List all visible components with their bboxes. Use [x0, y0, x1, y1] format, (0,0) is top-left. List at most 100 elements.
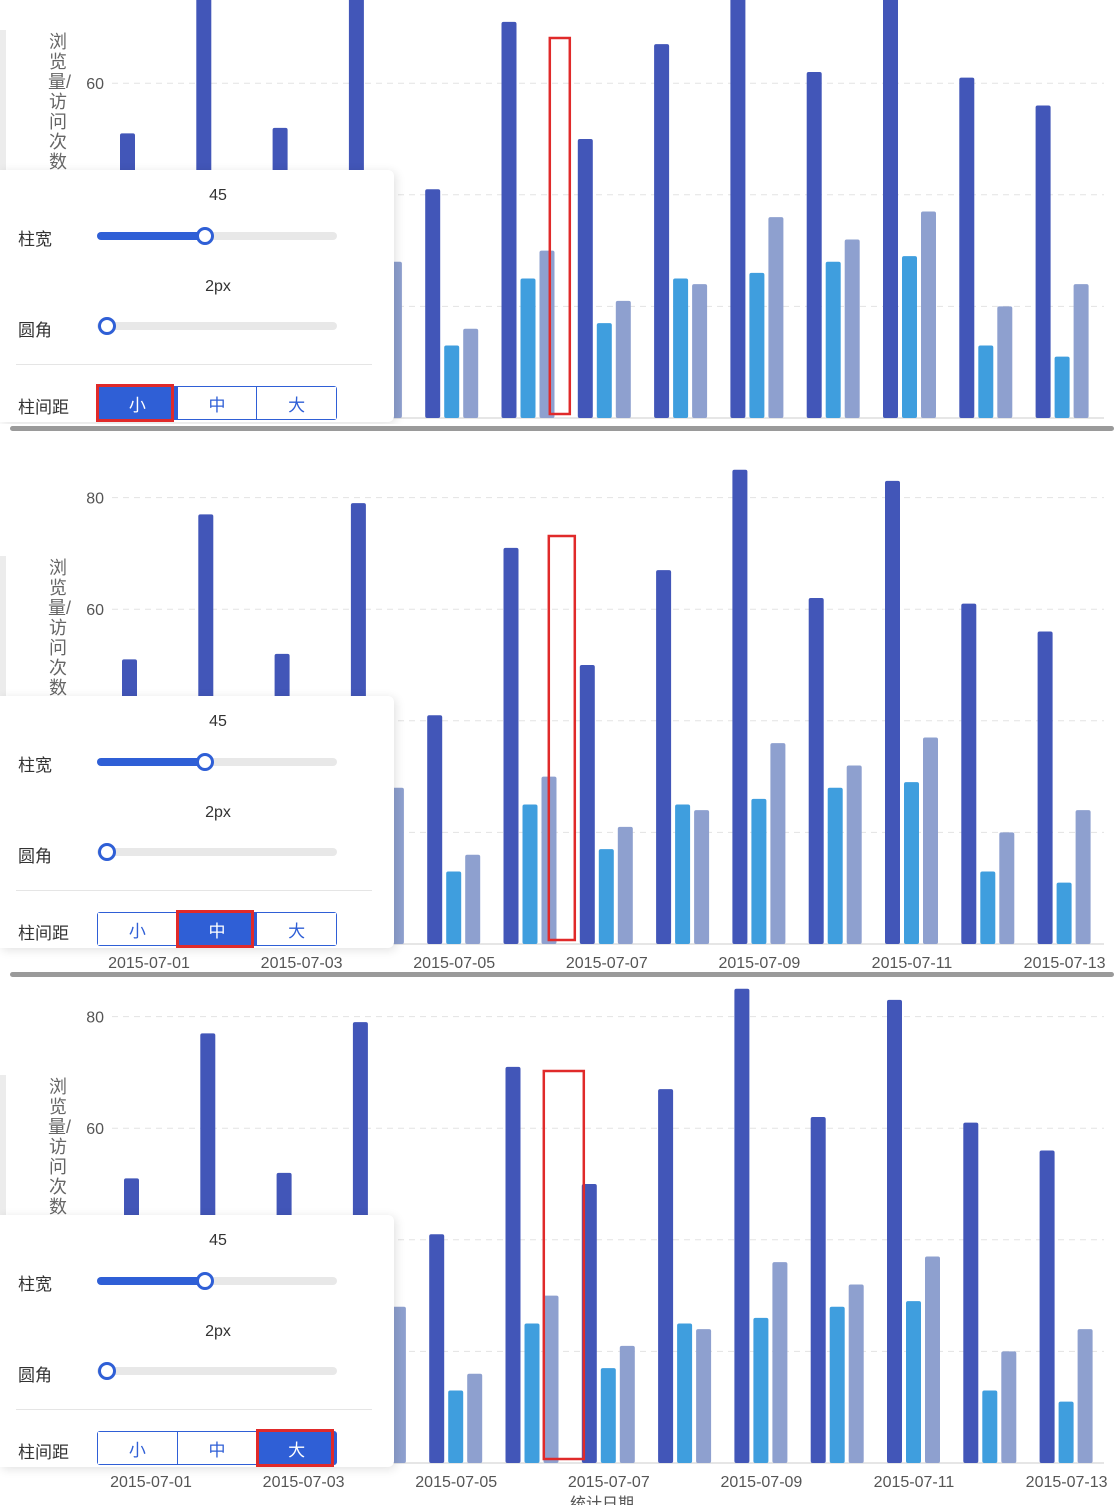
bar-series-3-2015-07-08[interactable]: [692, 284, 708, 418]
bar-series-2-2015-07-12[interactable]: [982, 1390, 998, 1463]
gap-option-medium[interactable]: 中: [177, 913, 258, 945]
bar-series-3-2015-07-06[interactable]: [543, 1295, 559, 1463]
bar-series-2-2015-07-11[interactable]: [906, 1301, 921, 1463]
bar-width-slider-handle[interactable]: [196, 753, 214, 771]
bar-series-1-2015-07-11[interactable]: [883, 0, 898, 418]
bar-series-3-2015-07-11[interactable]: [923, 737, 938, 944]
bar-series-1-2015-07-06[interactable]: [505, 1066, 521, 1463]
bar-series-2-2015-07-12[interactable]: [980, 871, 996, 944]
bar-series-1-2015-07-06[interactable]: [501, 21, 517, 418]
bar-series-2-2015-07-10[interactable]: [825, 261, 841, 418]
bar-series-1-2015-07-06[interactable]: [503, 547, 519, 944]
gap-option-small[interactable]: 小: [98, 387, 178, 419]
bar-series-1-2015-07-05[interactable]: [427, 715, 443, 944]
bar-series-1-2015-07-12[interactable]: [963, 1122, 979, 1463]
bar-series-3-2015-07-10[interactable]: [844, 239, 860, 418]
bar-series-3-2015-07-08[interactable]: [694, 810, 710, 944]
bar-series-2-2015-07-05[interactable]: [446, 871, 462, 944]
bar-series-2-2015-07-06[interactable]: [522, 804, 538, 945]
radius-slider-handle[interactable]: [97, 317, 116, 335]
gap-option-large[interactable]: 大: [257, 913, 337, 945]
radius-slider-handle[interactable]: [97, 843, 116, 861]
bar-series-1-2015-07-11[interactable]: [885, 480, 900, 944]
bar-series-1-2015-07-10[interactable]: [808, 598, 824, 944]
bar-series-1-2015-07-08[interactable]: [658, 1089, 674, 1463]
bar-series-2-2015-07-08[interactable]: [673, 278, 689, 419]
bar-series-2-2015-07-07[interactable]: [598, 849, 614, 944]
gap-option-large[interactable]: 大: [257, 387, 337, 419]
gap-option-small[interactable]: 小: [98, 1432, 178, 1464]
bar-series-1-2015-07-08[interactable]: [656, 570, 672, 944]
bar-series-2-2015-07-13[interactable]: [1056, 882, 1072, 944]
radius-slider[interactable]: [97, 843, 337, 861]
bar-series-3-2015-07-08[interactable]: [696, 1329, 712, 1463]
bar-series-1-2015-07-08[interactable]: [654, 44, 670, 418]
bar-series-3-2015-07-05[interactable]: [467, 1373, 483, 1463]
bar-series-3-2015-07-09[interactable]: [768, 217, 784, 418]
bar-series-2-2015-07-13[interactable]: [1054, 356, 1070, 418]
bar-series-1-2015-07-13[interactable]: [1039, 1150, 1055, 1463]
bar-series-2-2015-07-08[interactable]: [675, 804, 691, 945]
bar-series-2-2015-07-13[interactable]: [1058, 1401, 1074, 1463]
bar-series-3-2015-07-13[interactable]: [1075, 810, 1091, 944]
bar-series-3-2015-07-13[interactable]: [1073, 284, 1089, 418]
bar-series-2-2015-07-07[interactable]: [596, 323, 612, 418]
bar-series-1-2015-07-09[interactable]: [734, 988, 750, 1463]
bar-series-2-2015-07-09[interactable]: [751, 798, 767, 944]
radius-slider[interactable]: [97, 1362, 337, 1380]
bar-series-1-2015-07-09[interactable]: [730, 0, 746, 418]
bar-series-1-2015-07-09[interactable]: [732, 469, 748, 944]
bar-series-2-2015-07-12[interactable]: [978, 345, 994, 418]
bar-series-3-2015-07-04[interactable]: [390, 1306, 406, 1463]
bar-width-slider[interactable]: [97, 1272, 337, 1290]
bar-series-3-2015-07-07[interactable]: [615, 300, 631, 418]
bar-series-3-2015-07-09[interactable]: [772, 1262, 788, 1463]
radius-slider[interactable]: [97, 317, 337, 335]
bar-series-1-2015-07-07[interactable]: [577, 139, 593, 418]
gap-option-large[interactable]: 大: [257, 1432, 337, 1464]
bar-series-2-2015-07-10[interactable]: [829, 1306, 845, 1463]
bar-series-1-2015-07-05[interactable]: [429, 1234, 445, 1463]
gap-option-medium[interactable]: 中: [177, 387, 258, 419]
bar-series-2-2015-07-10[interactable]: [827, 787, 843, 944]
bar-series-1-2015-07-13[interactable]: [1037, 631, 1053, 944]
bar-series-1-2015-07-13[interactable]: [1035, 105, 1051, 418]
bar-series-2-2015-07-09[interactable]: [753, 1317, 769, 1463]
bar-series-3-2015-07-12[interactable]: [997, 306, 1013, 418]
bar-series-2-2015-07-07[interactable]: [600, 1368, 616, 1463]
bar-width-slider-handle[interactable]: [196, 227, 214, 245]
bar-series-3-2015-07-12[interactable]: [1001, 1351, 1017, 1463]
bar-series-3-2015-07-12[interactable]: [999, 832, 1015, 944]
radius-slider-handle[interactable]: [97, 1362, 116, 1380]
bar-series-1-2015-07-10[interactable]: [806, 72, 822, 419]
gap-option-small[interactable]: 小: [98, 913, 178, 945]
gap-option-medium[interactable]: 中: [177, 1432, 258, 1464]
bar-series-2-2015-07-11[interactable]: [904, 782, 919, 944]
bar-series-3-2015-07-05[interactable]: [463, 328, 479, 418]
bar-width-slider[interactable]: [97, 753, 337, 771]
bar-width-slider[interactable]: [97, 227, 337, 245]
bar-series-3-2015-07-06[interactable]: [539, 250, 555, 418]
bar-series-2-2015-07-06[interactable]: [524, 1323, 540, 1464]
bar-series-2-2015-07-05[interactable]: [448, 1390, 464, 1463]
bar-series-3-2015-07-10[interactable]: [848, 1284, 864, 1463]
bar-series-1-2015-07-10[interactable]: [810, 1117, 826, 1463]
bar-series-2-2015-07-05[interactable]: [444, 345, 460, 418]
bar-series-1-2015-07-12[interactable]: [961, 603, 977, 944]
bar-series-2-2015-07-11[interactable]: [902, 256, 917, 418]
bar-series-3-2015-07-11[interactable]: [925, 1256, 940, 1463]
bar-series-1-2015-07-07[interactable]: [579, 665, 595, 944]
bar-series-3-2015-07-05[interactable]: [465, 854, 481, 944]
bar-series-2-2015-07-09[interactable]: [749, 272, 765, 418]
bar-series-3-2015-07-09[interactable]: [770, 743, 786, 944]
bar-series-3-2015-07-10[interactable]: [846, 765, 862, 944]
bar-series-1-2015-07-07[interactable]: [581, 1184, 597, 1463]
bar-series-3-2015-07-11[interactable]: [921, 211, 936, 418]
bar-series-3-2015-07-13[interactable]: [1077, 1329, 1093, 1463]
bar-series-1-2015-07-12[interactable]: [959, 77, 975, 418]
bar-series-1-2015-07-11[interactable]: [887, 999, 902, 1463]
bar-series-1-2015-07-05[interactable]: [425, 189, 441, 418]
bar-series-2-2015-07-06[interactable]: [520, 278, 536, 419]
bar-series-3-2015-07-07[interactable]: [617, 826, 633, 944]
bar-width-slider-handle[interactable]: [196, 1272, 214, 1290]
